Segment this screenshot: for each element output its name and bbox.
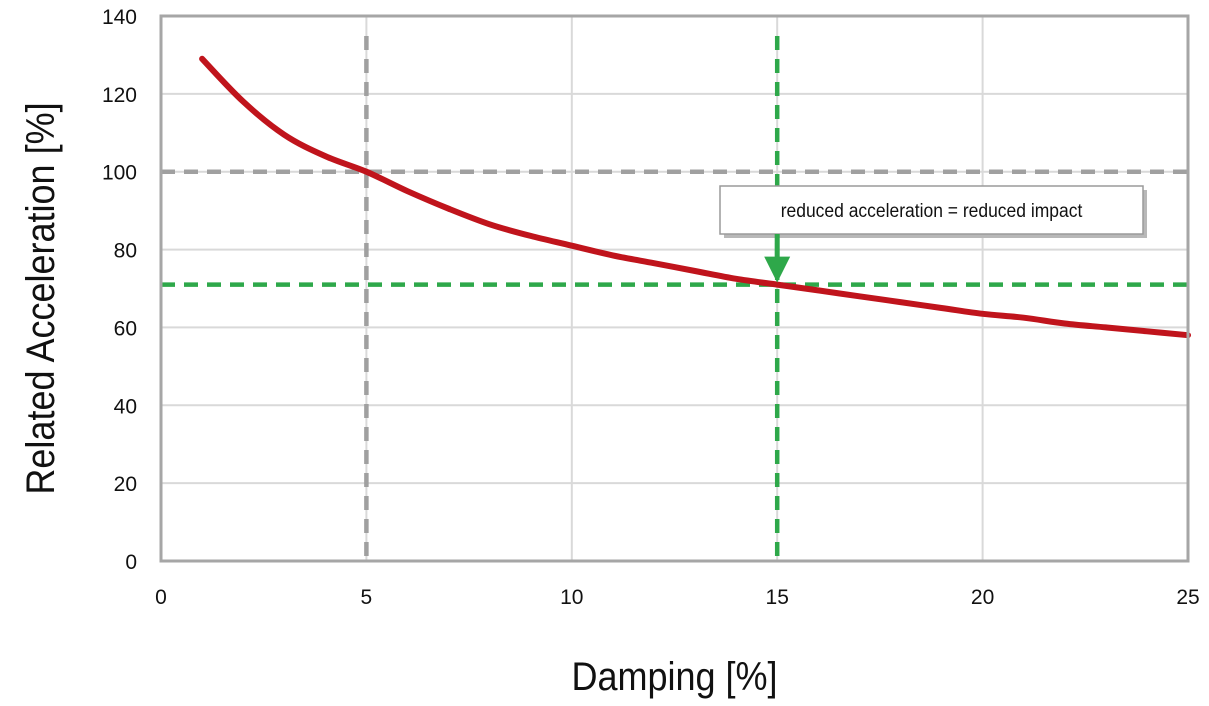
annotation-box (719, 185, 1144, 235)
x-tick-label-5: 5 (361, 586, 373, 609)
annotation-group: reduced acceleration = reduced impact (719, 185, 1147, 283)
y-tick-labels: 0 20 40 60 80 100 120 140 (102, 6, 137, 574)
y-tick-label-120: 120 (102, 84, 137, 107)
x-tick-labels: 0 5 10 15 20 25 (155, 586, 1200, 609)
x-tick-label-0: 0 (155, 586, 167, 609)
y-tick-label-0: 0 (125, 551, 137, 574)
x-tick-label-10: 10 (560, 586, 583, 609)
y-tick-label-140: 140 (102, 6, 137, 29)
x-axis-title: Damping [%] (571, 655, 777, 699)
x-tick-label-15: 15 (766, 586, 789, 609)
y-axis-title: Related Acceleration [%] (19, 102, 63, 494)
data-series (199, 55, 1191, 339)
y-tick-label-60: 60 (114, 317, 137, 340)
annotation-text: reduced acceleration = reduced impact (781, 199, 1083, 221)
x-tick-label-25: 25 (1176, 586, 1199, 609)
y-tick-label-100: 100 (102, 162, 137, 185)
plot-frame (159, 14, 1190, 563)
annotation-arrow-head (764, 256, 791, 283)
grid-lines (160, 15, 1189, 562)
reference-lines (161, 36, 1188, 561)
y-tick-label-80: 80 (114, 240, 137, 263)
y-tick-label-20: 20 (114, 473, 137, 496)
y-tick-label-40: 40 (114, 395, 137, 418)
x-tick-label-20: 20 (971, 586, 994, 609)
series-line-0 (199, 55, 1191, 339)
